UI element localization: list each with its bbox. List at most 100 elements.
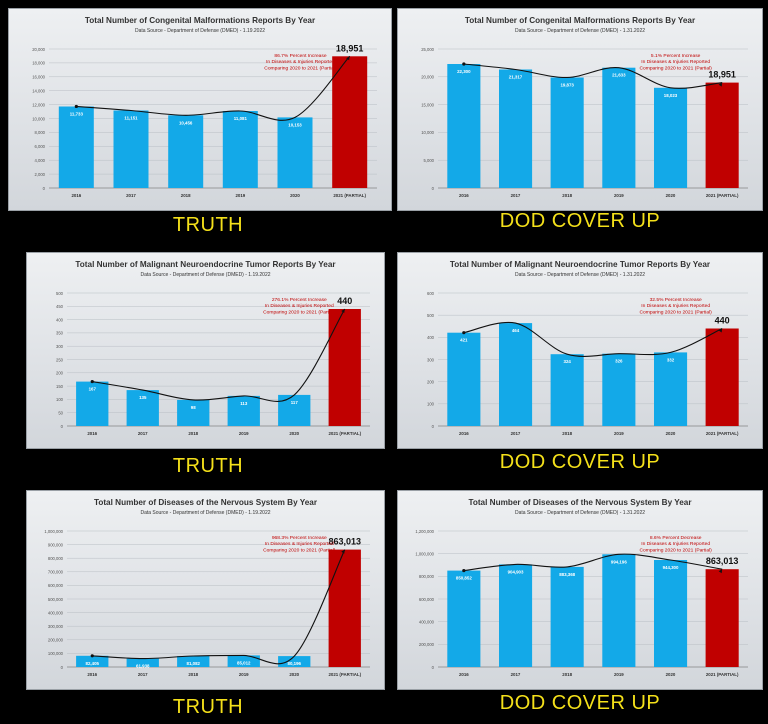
x-tick-label: 2018 <box>188 672 198 677</box>
x-tick-label: 2021 (PARTIAL) <box>706 431 739 436</box>
bar <box>227 655 260 667</box>
caption-cover-up-2: DOD COVER UP <box>499 451 661 473</box>
trend-arrowhead <box>718 82 723 87</box>
data-label: 21,633 <box>612 73 626 78</box>
y-tick-label: 300 <box>56 344 64 349</box>
y-tick-label: 100,000 <box>48 651 64 656</box>
trend-start-marker <box>462 62 466 66</box>
data-label-final: 18,951 <box>708 70 736 80</box>
chart-svg-3: Total Number of Malignant Neuroendocrine… <box>56 260 370 436</box>
bar <box>602 554 636 667</box>
data-label: 332 <box>667 357 675 362</box>
y-tick-label: 250 <box>56 357 64 362</box>
x-tick-label: 2019 <box>239 431 249 436</box>
x-tick-label: 2016 <box>459 193 469 198</box>
y-tick-label: 25,000 <box>421 47 434 52</box>
caption-truth-3: TRUTH <box>172 696 244 718</box>
bar <box>499 69 533 188</box>
annotation-line: In Diseases & Injuries Reported <box>265 303 334 309</box>
data-label: 11,151 <box>124 116 138 121</box>
annotation-line: Comparing 2020 to 2021 (Partial) <box>263 309 336 315</box>
bar <box>328 549 361 667</box>
bar <box>177 656 210 667</box>
annotation-line: Comparing 2020 to 2021 (Partial) <box>640 309 713 315</box>
x-tick-label: 2016 <box>71 193 81 198</box>
x-tick-label: 2019 <box>614 672 624 677</box>
chart-subtitle: Data Source - Department of Defense (DME… <box>135 28 265 34</box>
x-tick-label: 2019 <box>235 193 245 198</box>
data-label: 324 <box>564 359 572 364</box>
data-label: 11,081 <box>234 116 248 121</box>
data-label: 18,023 <box>664 93 678 98</box>
chart-svg-4: Total Number of Malignant Neuroendocrine… <box>427 260 748 436</box>
chart-subtitle: Data Source - Department of Defense (DME… <box>515 272 645 278</box>
data-label: 22,300 <box>457 69 471 74</box>
y-tick-label: 0 <box>61 424 64 429</box>
y-tick-label: 200 <box>56 371 64 376</box>
chart-title: Total Number of Malignant Neuroendocrine… <box>450 260 711 269</box>
bar <box>222 111 258 188</box>
x-tick-label: 2018 <box>562 431 572 436</box>
x-tick-label: 2017 <box>511 193 521 198</box>
data-label: 82,405 <box>86 661 100 666</box>
data-label: 994,196 <box>611 559 627 564</box>
bar <box>113 110 149 188</box>
data-label-final: 863,013 <box>706 556 739 566</box>
y-tick-label: 800,000 <box>48 556 64 561</box>
y-tick-label: 100 <box>56 397 64 402</box>
chart-panel-2: Total Number of Congenital Malformations… <box>397 8 763 211</box>
chart-svg-6: Total Number of Diseases of the Nervous … <box>415 498 748 677</box>
y-tick-label: 0 <box>432 424 435 429</box>
y-tick-label: 0 <box>43 186 46 191</box>
trend-line <box>92 549 346 665</box>
x-tick-label: 2021 (PARTIAL) <box>333 193 366 198</box>
data-label: 85,012 <box>237 660 251 665</box>
data-label: 10,153 <box>288 122 302 127</box>
chart-svg-5: Total Number of Diseases of the Nervous … <box>44 498 370 677</box>
y-tick-label: 700,000 <box>48 570 64 575</box>
x-tick-label: 2021 (PARTIAL) <box>328 431 361 436</box>
x-tick-label: 2016 <box>459 431 469 436</box>
x-tick-label: 2017 <box>126 193 136 198</box>
data-label: 883,368 <box>559 572 575 577</box>
trend-arrowhead <box>346 56 350 61</box>
chart-subtitle: Data Source - Department of Defense (DME… <box>140 510 270 516</box>
bar <box>654 87 688 188</box>
bar <box>602 67 636 188</box>
annotation-line: In Diseases & Injuries Reported <box>265 541 334 547</box>
data-label-final: 18,951 <box>336 43 364 53</box>
y-tick-label: 10,000 <box>32 116 45 121</box>
bar <box>550 566 584 667</box>
data-label: 10,456 <box>179 120 193 125</box>
chart-panel-6: Total Number of Diseases of the Nervous … <box>397 490 763 690</box>
y-tick-label: 500 <box>56 291 64 296</box>
x-tick-label: 2017 <box>511 672 521 677</box>
trend-arrowhead <box>718 569 723 574</box>
trend-start-marker <box>462 568 466 573</box>
bar <box>705 328 739 426</box>
y-tick-label: 15,000 <box>421 102 434 107</box>
y-tick-label: 800,000 <box>419 574 435 579</box>
data-label: 113 <box>240 401 248 406</box>
y-tick-label: 1,200,000 <box>415 529 434 534</box>
x-tick-label: 2019 <box>614 193 624 198</box>
bar <box>168 115 204 188</box>
x-tick-label: 2016 <box>459 672 469 677</box>
y-tick-label: 450 <box>56 304 64 309</box>
annotation-line: Comparing 2020 to 2021 (Partial) <box>264 65 337 71</box>
y-tick-label: 1,000,000 <box>415 551 434 556</box>
annotation-line: In Diseases & Injuries Reported <box>641 303 710 309</box>
data-label: 326 <box>615 359 623 364</box>
chart-svg-1: Total Number of Congenital Malformations… <box>32 16 377 198</box>
y-tick-label: 200 <box>427 379 435 384</box>
bar <box>278 656 311 667</box>
y-tick-label: 350 <box>56 331 64 336</box>
y-tick-label: 100 <box>427 402 435 407</box>
data-label: 944,300 <box>663 565 679 570</box>
y-tick-label: 50 <box>58 411 63 416</box>
bar <box>177 399 210 426</box>
chart-title: Total Number of Congenital Malformations… <box>85 16 316 25</box>
bar <box>499 323 533 426</box>
bar <box>126 390 159 426</box>
y-tick-label: 18,000 <box>32 61 45 66</box>
